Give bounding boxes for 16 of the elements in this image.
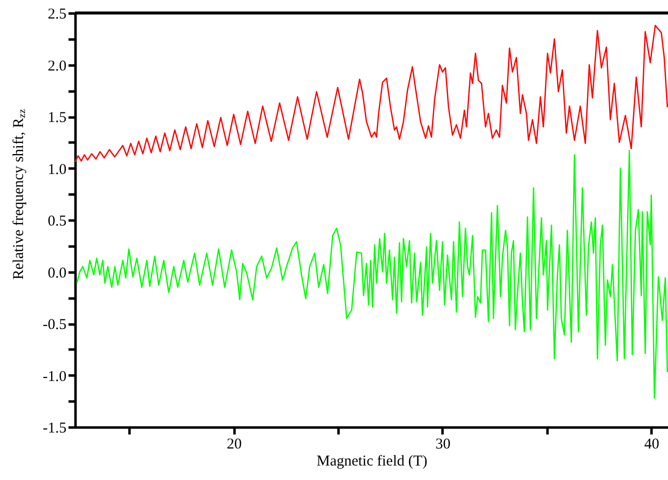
y-tick-label: 1.0	[48, 162, 66, 178]
y-tick-label: -1.5	[42, 420, 66, 436]
x-tick-label: 30	[435, 436, 450, 452]
y-axis-title: Relative frequency shift, Rzz	[11, 108, 28, 280]
y-tick-label: -0.5	[42, 317, 66, 333]
x-axis-title: Magnetic field (T)	[316, 454, 428, 470]
y-tick-label: 1.5	[48, 110, 66, 126]
x-tick-label: 20	[226, 436, 242, 452]
line-series	[76, 150, 668, 399]
x-tick-label: 40	[644, 436, 660, 452]
line-series	[74, 24, 668, 163]
y-tick-label: 2.0	[48, 58, 66, 74]
y-tick-label: 0.0	[48, 265, 66, 282]
y-tick-label: -1.0	[42, 368, 66, 385]
y-tick-label: 0.5	[48, 214, 66, 230]
y-tick-label: 2.5	[48, 6, 66, 22]
